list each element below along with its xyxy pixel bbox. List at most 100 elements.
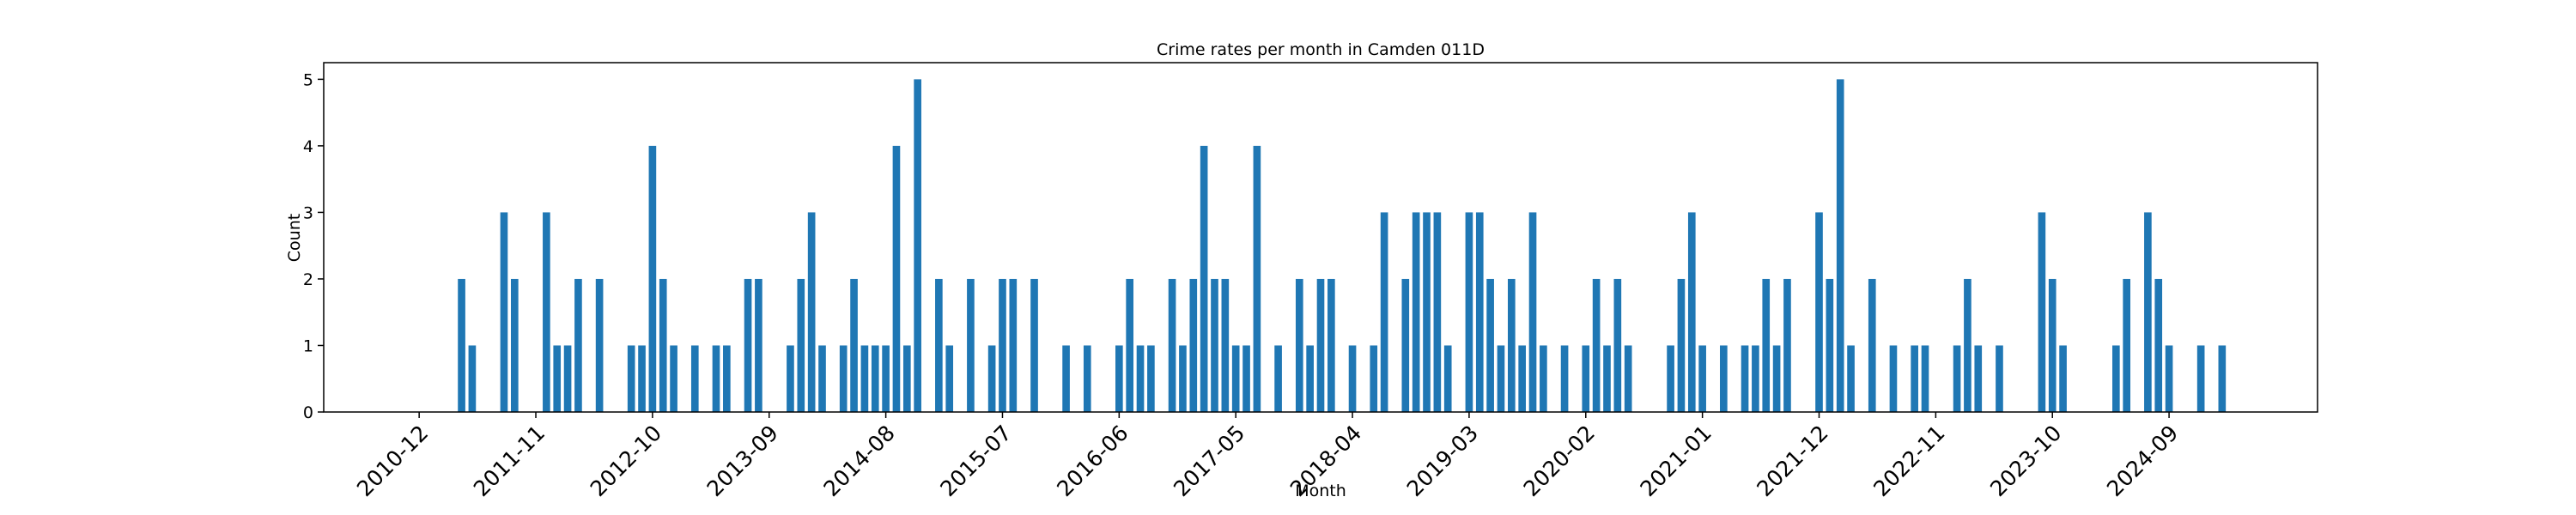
bar <box>1443 345 1452 412</box>
bar <box>1847 345 1855 412</box>
bar <box>2144 212 2152 412</box>
bar <box>1370 345 1378 412</box>
bar <box>543 212 550 412</box>
bar <box>1189 278 1198 412</box>
bar <box>2112 345 2120 412</box>
bar <box>1497 345 1505 412</box>
bar <box>638 345 646 412</box>
bar <box>1295 278 1303 412</box>
x-tick-label: 2013-09 <box>702 421 783 501</box>
bar <box>670 345 677 412</box>
x-tick-label: 2023-10 <box>1985 421 2066 501</box>
bar <box>1698 345 1706 412</box>
bar <box>1465 212 1473 412</box>
bar <box>1667 345 1674 412</box>
bar <box>1720 345 1728 412</box>
bar <box>1306 345 1314 412</box>
bar <box>935 278 943 412</box>
bar <box>871 345 879 412</box>
bar <box>2154 278 2163 412</box>
bar <box>1762 278 1771 412</box>
bar <box>1911 345 1918 412</box>
bar <box>2165 345 2173 412</box>
bar <box>914 79 921 412</box>
bar <box>1475 212 1484 412</box>
bar <box>458 278 465 412</box>
bar <box>1603 345 1611 412</box>
bar <box>1996 345 2003 412</box>
y-tick-label: 5 <box>303 70 313 89</box>
bar <box>1348 345 1357 412</box>
bar <box>1231 345 1240 412</box>
bar <box>1401 278 1410 412</box>
bar <box>1274 345 1282 412</box>
y-tick-label: 3 <box>303 203 313 222</box>
bar <box>999 278 1006 412</box>
bar <box>500 212 508 412</box>
bar <box>967 278 975 412</box>
bar <box>1221 278 1230 412</box>
bar <box>1624 345 1632 412</box>
bar <box>1752 345 1759 412</box>
bar <box>850 278 858 412</box>
bar <box>1783 278 1791 412</box>
bar <box>563 345 572 412</box>
bar <box>1062 345 1070 412</box>
bar <box>1327 278 1335 412</box>
y-axis-label: Count <box>285 214 304 262</box>
bar <box>1540 345 1547 412</box>
bar <box>1136 345 1145 412</box>
x-tick-label: 2016-06 <box>1052 421 1133 501</box>
bar <box>882 345 890 412</box>
bar <box>797 278 805 412</box>
bar <box>648 145 657 412</box>
bar <box>744 278 752 412</box>
bar <box>627 345 635 412</box>
bar <box>1741 345 1749 412</box>
bar <box>2123 278 2131 412</box>
x-axis-label: Month <box>1295 482 1346 500</box>
y-tick-label: 0 <box>303 403 313 422</box>
bar <box>1507 278 1516 412</box>
bar <box>860 345 869 412</box>
bar <box>1772 345 1781 412</box>
bar <box>1953 345 1961 412</box>
bar <box>1836 79 1844 412</box>
bar <box>1423 212 1431 412</box>
bar <box>1433 212 1442 412</box>
bar <box>1528 212 1537 412</box>
bar <box>690 345 699 412</box>
bar <box>1009 278 1018 412</box>
bar <box>1126 278 1134 412</box>
bar <box>755 278 762 412</box>
bar <box>1211 278 1218 412</box>
y-tick-label: 4 <box>303 137 313 156</box>
y-tick-label: 1 <box>303 336 313 355</box>
bar <box>1889 345 1898 412</box>
bar <box>818 345 826 412</box>
bar <box>1826 278 1834 412</box>
bar <box>1083 345 1091 412</box>
bar <box>595 278 604 412</box>
bar <box>1168 278 1176 412</box>
x-tick-label: 2017-05 <box>1169 421 1249 501</box>
x-tick-label: 2024-09 <box>2102 421 2183 501</box>
bar <box>1030 278 1038 412</box>
bar <box>2218 345 2227 412</box>
x-tick-label: 2010-12 <box>352 421 433 501</box>
bar <box>787 345 794 412</box>
bar <box>468 345 477 412</box>
bar <box>2048 278 2057 412</box>
bar <box>1974 345 1983 412</box>
bar <box>1147 345 1155 412</box>
bar <box>1868 278 1876 412</box>
bar <box>2059 345 2067 412</box>
x-tick-label: 2019-03 <box>1402 421 1483 501</box>
bar <box>1560 345 1569 412</box>
bar <box>1380 212 1388 412</box>
bar <box>1613 278 1622 412</box>
y-tick-label: 2 <box>303 270 313 289</box>
bar <box>1964 278 1971 412</box>
bar <box>1179 345 1187 412</box>
